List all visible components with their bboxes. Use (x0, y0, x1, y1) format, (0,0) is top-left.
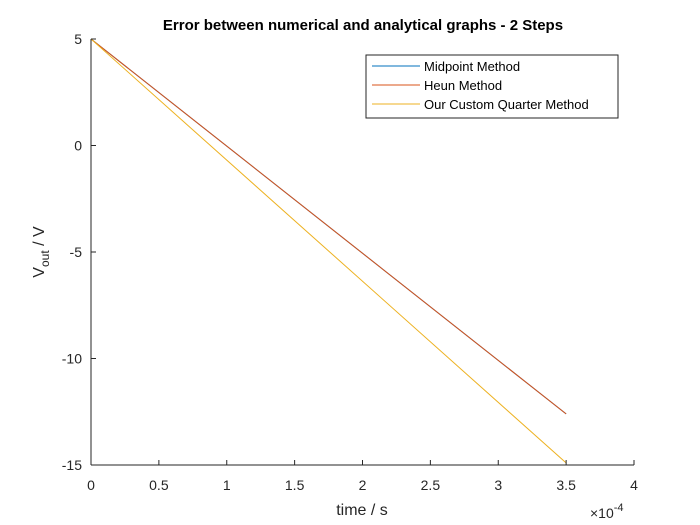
x-tick-label: 0 (87, 477, 95, 493)
legend-label: Heun Method (424, 78, 502, 93)
legend-label: Our Custom Quarter Method (424, 97, 589, 112)
x-tick-label: 3 (494, 477, 502, 493)
y-ticks: 5 0 -5 -10 -15 (62, 31, 96, 473)
x-tick-label: 2 (359, 477, 367, 493)
series-line-3 (90, 38, 567, 464)
series-line-2 (90, 38, 567, 415)
chart-title: Error between numerical and analytical g… (163, 17, 563, 34)
x-exponent-label: ×10-4 (590, 502, 624, 521)
x-ticks: 0 0.5 1 1.5 2 2.5 3 3.5 4 (87, 460, 638, 493)
x-tick-label: 1.5 (285, 477, 305, 493)
legend: Midpoint Method Heun Method Our Custom Qua… (365, 54, 619, 119)
x-tick-label: 1 (223, 477, 231, 493)
x-axis-label: time / s (336, 502, 388, 519)
plot-lines (90, 38, 567, 464)
x-tick-label: 0.5 (149, 477, 169, 493)
x-tick-label: 3.5 (556, 477, 576, 493)
x-tick-label: 4 (630, 477, 638, 493)
x-tick-label: 2.5 (421, 477, 441, 493)
y-axis-label: Vout / V (31, 226, 52, 278)
y-tick-label: -10 (62, 351, 82, 367)
y-tick-label: 5 (74, 31, 82, 47)
y-tick-label: -5 (70, 244, 83, 260)
legend-label: Midpoint Method (424, 59, 520, 74)
y-tick-label: -15 (62, 457, 82, 473)
y-tick-label: 0 (74, 138, 82, 154)
